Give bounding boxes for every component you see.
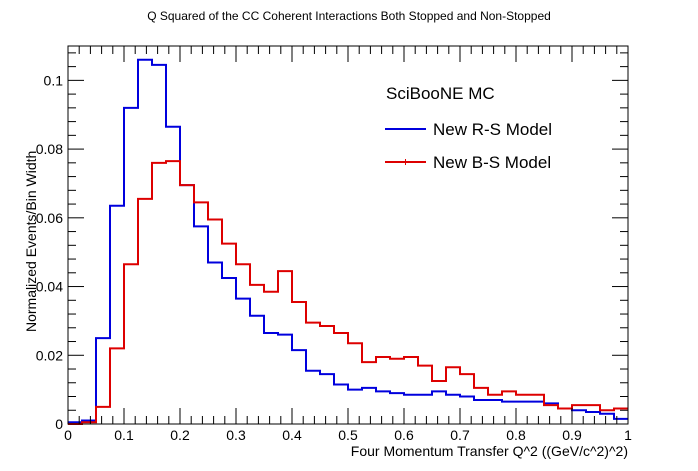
y-tick-label: 0.02 <box>36 347 63 363</box>
legend-entry-bs: New B-S Model <box>385 153 551 172</box>
y-tick-label: 0.08 <box>36 141 63 157</box>
series-line-bs <box>68 160 628 425</box>
y-tick-labels: 0 0.02 0.04 0.06 0.08 0.1 <box>36 72 63 432</box>
x-tick-label: 0.7 <box>450 427 470 443</box>
y-tick-label: 0.04 <box>36 279 63 295</box>
y-tick-label: 0.1 <box>44 72 64 88</box>
x-tick-label: 0.4 <box>282 427 302 443</box>
series-line-rs <box>68 58 628 424</box>
x-axis-label: Four Momentum Transfer Q^2 ((GeV/c^2)^2) <box>351 443 628 459</box>
chart-title: Q Squared of the CC Coherent Interaction… <box>147 9 551 23</box>
x-tick-label: 0 <box>64 427 72 443</box>
x-tick-label: 0.5 <box>338 427 358 443</box>
legend-entry-rs: New R-S Model <box>385 120 552 139</box>
x-tick-label: 0.3 <box>226 427 246 443</box>
legend-header: SciBooNE MC <box>386 84 495 103</box>
x-tick-labels: 0 0.1 0.2 0.3 0.4 0.5 0.6 0.7 0.8 0.9 1 <box>64 427 632 443</box>
x-tick-label: 0.8 <box>506 427 526 443</box>
x-tick-label: 1 <box>624 427 632 443</box>
y-tick-label: 0 <box>55 416 63 432</box>
x-tick-label: 0.6 <box>394 427 414 443</box>
y-axis-label: Normalized Events/Bin Width <box>23 151 39 332</box>
legend-label-bs: New B-S Model <box>433 153 551 172</box>
legend-label-rs: New R-S Model <box>433 120 552 139</box>
x-tick-label: 0.2 <box>170 427 190 443</box>
y-tick-label: 0.06 <box>36 210 63 226</box>
legend: SciBooNE MC New R-S Model New B-S Model <box>385 84 552 172</box>
axis-ticks <box>67 46 629 425</box>
x-tick-label: 0.9 <box>562 427 582 443</box>
plot-frame <box>67 45 629 425</box>
series-curves <box>68 58 628 425</box>
x-tick-label: 0.1 <box>114 427 134 443</box>
